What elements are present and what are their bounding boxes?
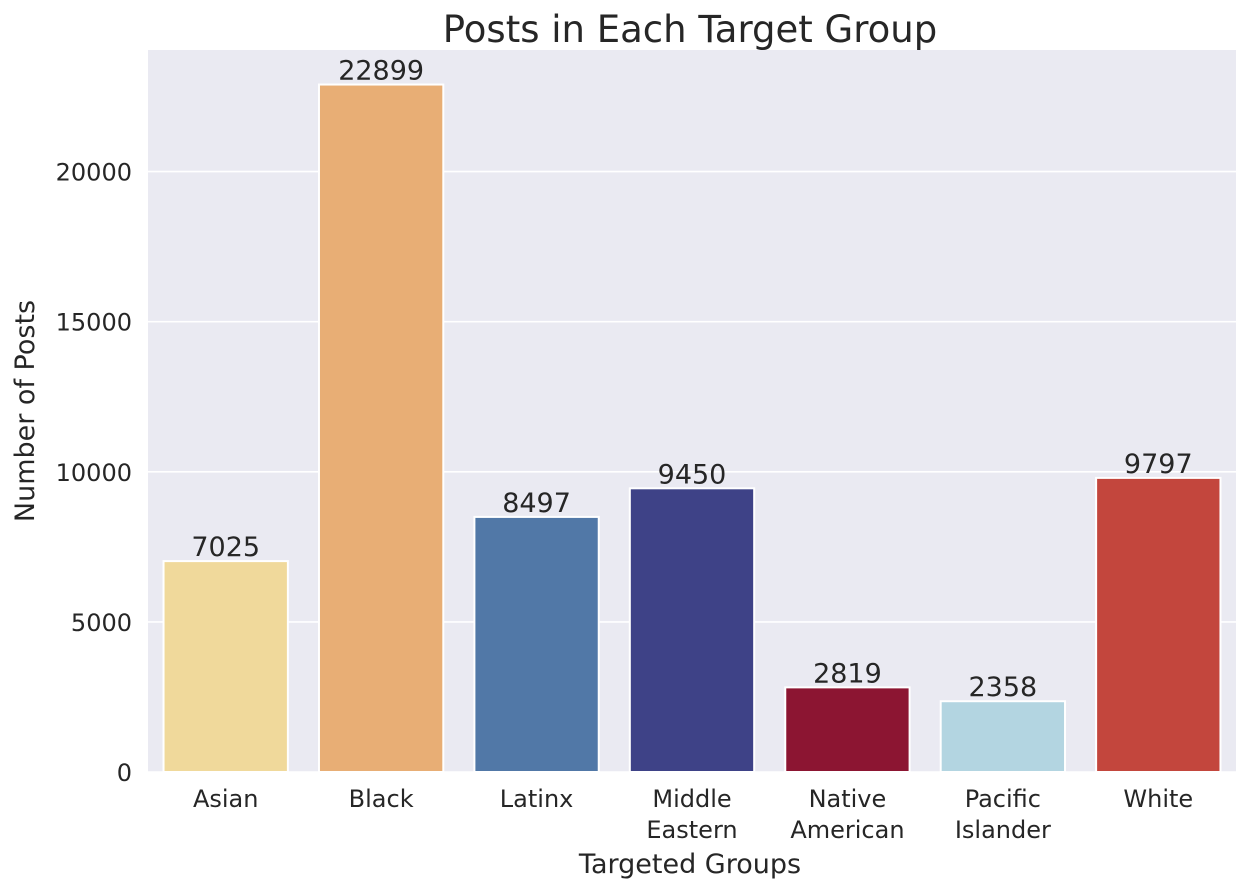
bar-value-label: 8497 [502,488,571,519]
x-axis-ticks: Asian Black Latinx Middle Eastern Native Ameri… [193,785,1193,844]
x-tick-label: Latinx [500,785,574,813]
y-tick-label: 0 [117,759,132,787]
x-tick-label: Pacific Islander [955,785,1051,844]
y-axis-label: Number of Posts [10,300,41,522]
bars [162,83,1222,774]
bar-value-label: 7025 [191,532,260,563]
bar-6 [1095,476,1222,773]
bar-2 [473,515,600,773]
bar-value-labels: 7025 22899 8497 9450 2819 2358 9797 [191,56,1192,704]
bar-0 [162,560,289,773]
bar-1 [317,83,445,773]
bar-value-label: 9797 [1124,449,1193,480]
x-axis-label: Targeted Groups [578,849,801,880]
y-tick-label: 5000 [71,609,132,637]
bar-3 [628,487,756,773]
y-tick-label: 20000 [56,159,132,187]
bar-4 [784,686,911,774]
x-tick-label: Asian [193,785,259,813]
bar-5 [939,700,1067,774]
x-tick-label: Native American [790,785,904,844]
x-tick-label: White [1123,785,1193,813]
y-tick-label: 15000 [56,309,132,337]
y-axis-ticks: 0 5000 10000 15000 20000 [56,159,132,787]
bar-value-label: 2358 [968,672,1037,703]
y-tick-label: 10000 [56,459,132,487]
x-tick-label: Middle Eastern [646,785,737,844]
chart-title: Posts in Each Target Group [443,8,937,51]
bar-value-label: 9450 [658,459,727,490]
bar-value-label: 2819 [813,658,882,689]
x-tick-label: Black [349,785,414,813]
bar-value-label: 22899 [338,56,424,87]
